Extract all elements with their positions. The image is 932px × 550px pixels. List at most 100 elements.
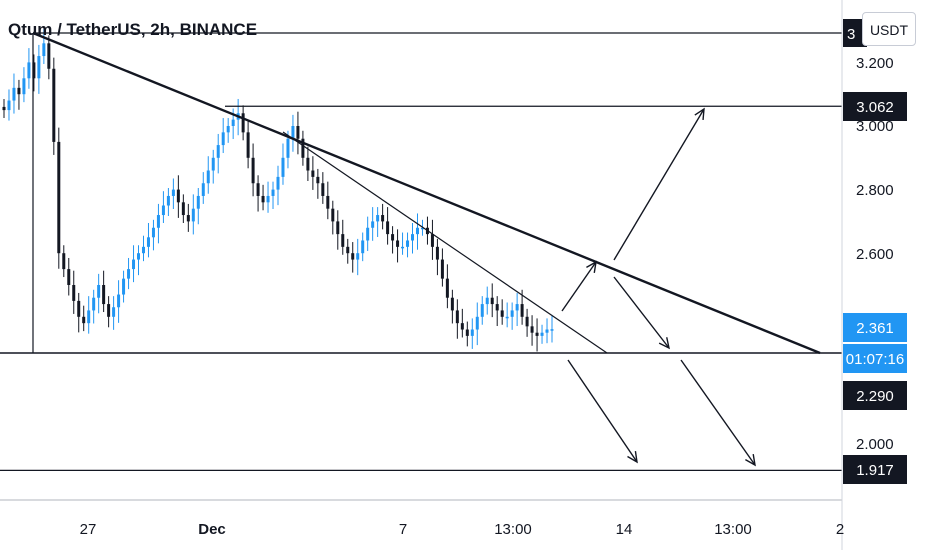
candle-body [326,195,330,209]
candle [2,98,6,119]
candle [306,146,310,182]
candle [102,270,106,313]
candle-body [161,205,165,216]
candle [510,302,514,330]
candle-body [37,56,41,79]
arrow-head [694,107,705,121]
candle [331,200,335,235]
candle-body [271,189,275,196]
x-tick-label: 13:00 [494,521,532,538]
candle [47,35,51,80]
candle-body [495,304,499,311]
top-price-tag-label: 3 [847,26,855,43]
candle-body [231,119,235,126]
price-tag-label: 2.361 [856,320,894,337]
candle-body [525,316,529,327]
candle [505,302,509,328]
candle [137,245,141,276]
candle [32,54,36,92]
candle [82,305,86,332]
candle [251,143,255,197]
candle [112,296,116,330]
candle-body [440,259,444,279]
candle-body [221,132,225,146]
candle [351,242,355,273]
candle-body [97,285,101,298]
candle [17,79,21,110]
candle-body [2,106,6,111]
candle [42,29,46,64]
candle [281,143,285,185]
arrow-shaft [613,276,670,349]
candle [77,292,81,333]
arrow-shaft [561,261,597,312]
candle [346,238,350,264]
candle [206,156,210,194]
candle [52,57,56,155]
candle-body [341,234,345,247]
candle-body [27,62,31,79]
candle-body [47,43,51,69]
candle [57,127,61,269]
candle-body [301,138,305,158]
candle [525,308,529,337]
projection-arrows-group [561,107,756,467]
candle [540,324,544,344]
candle [117,280,121,323]
candle-body [107,304,111,317]
candle [366,216,370,251]
candle [321,172,325,204]
candle-body [206,170,210,184]
candle [201,172,205,204]
candle-body [191,208,195,222]
candle-body [361,240,365,254]
candles-group [2,29,554,352]
candle-body [465,329,469,336]
candle-body [311,170,315,177]
candle-body [490,297,494,305]
candle [296,111,300,155]
candle-body [470,329,474,336]
candle [535,318,539,352]
candle-body [196,195,200,209]
candle-body [550,329,554,331]
candle-body [226,126,230,133]
candle [470,318,474,349]
candle-body [396,240,400,247]
candle-body [316,176,320,184]
candle-body [485,297,489,305]
candle [550,314,554,343]
candle [545,318,549,344]
arrow-shaft [567,359,638,463]
candle-body [246,132,250,158]
candle [301,130,305,166]
candle-body [122,278,126,295]
candle [97,273,101,314]
price-tag [843,455,907,484]
candle-body [256,183,260,196]
currency-button[interactable]: USDT [862,12,916,46]
candle-body [371,221,375,228]
candle [27,48,31,89]
candle-body [132,259,136,270]
price-tag [843,313,907,342]
candle [37,44,41,94]
candle-body [17,87,21,95]
projection-arrow [680,359,756,467]
candle [311,156,315,190]
candle [132,245,136,283]
candle-body [545,329,549,333]
candle [430,219,434,260]
candle [216,133,220,174]
trendlines-group [32,31,821,355]
axes-group: 3.2003.0002.8002.6002.4002.00027Dec713:0… [0,0,907,550]
candle [151,219,155,251]
candle-body [146,237,150,247]
candle [455,299,459,339]
price-tag-label: 2.290 [856,388,894,405]
candle-body [166,195,170,206]
candle [336,210,340,250]
candle-body [336,221,340,235]
y-tick-label: 2.000 [856,436,894,453]
